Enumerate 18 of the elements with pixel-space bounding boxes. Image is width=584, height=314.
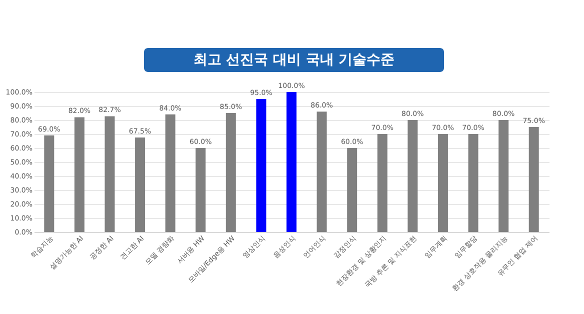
bar	[286, 92, 296, 232]
bar	[226, 113, 236, 232]
bar	[408, 120, 418, 232]
bar	[196, 148, 206, 232]
bar	[347, 148, 358, 232]
bar	[498, 120, 509, 232]
bar	[104, 116, 115, 232]
bar	[74, 117, 84, 232]
bar	[165, 114, 176, 232]
chart-title: 최고 선진국 대비 국내 기술수준	[193, 52, 395, 68]
bar	[528, 127, 539, 232]
bar	[468, 134, 478, 232]
bar	[377, 134, 388, 232]
bar	[135, 138, 146, 232]
bar	[438, 134, 448, 232]
bar	[44, 135, 54, 232]
bar	[316, 112, 327, 232]
bar	[256, 99, 266, 232]
